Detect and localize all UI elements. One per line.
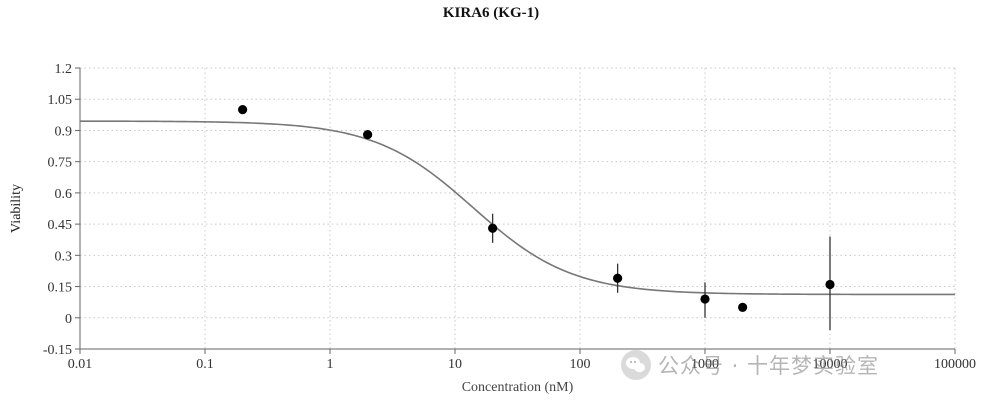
data-point: [700, 294, 710, 304]
y-tick-label: 0.75: [48, 156, 73, 171]
data-point: [613, 273, 623, 283]
data-point: [488, 223, 498, 233]
x-tick-label: 0.1: [196, 357, 214, 372]
y-tick-label: 0.3: [55, 249, 73, 264]
data-points: [238, 105, 835, 331]
grid-lines: [79, 67, 956, 350]
y-tick-label: 0.6: [55, 187, 73, 202]
y-tick-label: 1.05: [48, 93, 73, 108]
data-point: [738, 302, 748, 312]
y-tick-labels: -0.15 0 0.15 0.3 0.45 0.6 0.75 0.9 1.05 1.2: [43, 62, 72, 358]
y-tick-label: -0.15: [43, 343, 72, 358]
data-point: [363, 130, 373, 140]
watermark-text: 公众号 · 十年梦实验室: [658, 354, 880, 378]
data-point: [238, 105, 248, 115]
y-tick-label: 0.15: [48, 281, 73, 296]
y-axis-label: Viability: [9, 184, 24, 233]
chart-title: KIRA6 (KG-1): [442, 5, 540, 21]
x-tick-labels: 0.01 0.1 1 10 100 1000 10000 100000: [68, 357, 976, 372]
x-tick-label: 1000: [691, 357, 719, 372]
watermark: 公众号 · 十年梦实验室: [620, 348, 879, 382]
x-tick-label: 1: [327, 357, 334, 372]
y-tick-label: 0.9: [55, 124, 73, 139]
y-tick-label: 0.45: [48, 218, 73, 233]
x-axis-label: Concentration (nM): [462, 380, 574, 395]
wechat-icon: [621, 350, 651, 380]
x-tick-label: 0.01: [68, 357, 93, 372]
y-tick-label: 1.2: [55, 62, 73, 77]
x-tick-label: 100000: [934, 357, 976, 372]
y-tick-label: 0: [65, 312, 72, 327]
data-point: [825, 279, 835, 290]
x-tick-label: 10000: [813, 357, 848, 372]
x-tick-label: 100: [570, 357, 591, 372]
fit-curve: [80, 120, 956, 296]
axes: [75, 67, 956, 354]
x-tick-label: 10: [448, 357, 462, 372]
